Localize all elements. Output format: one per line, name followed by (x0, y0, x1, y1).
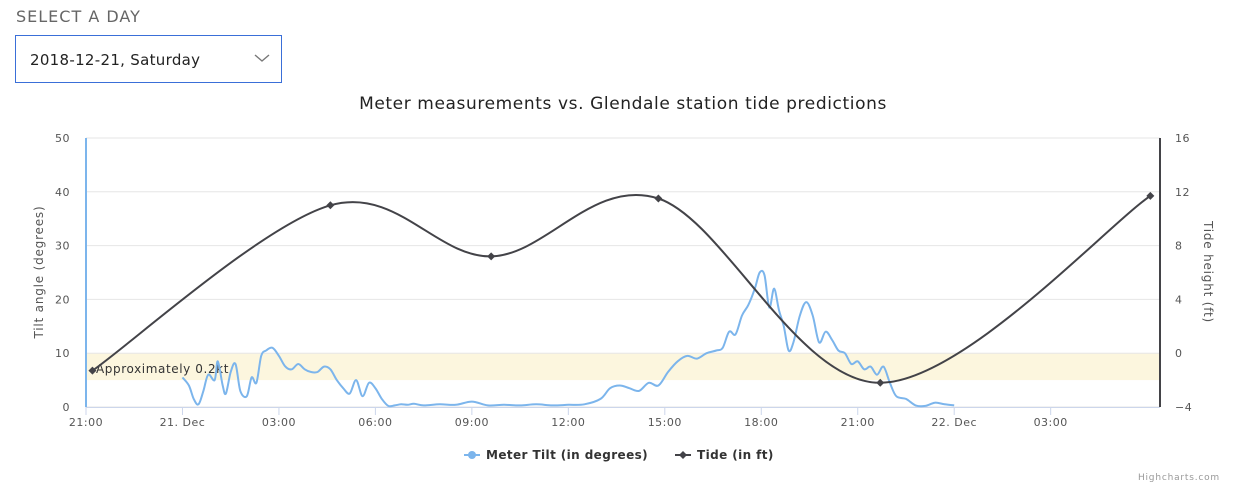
y-right-tick-label: −4 (1175, 401, 1192, 414)
plot-band-label: Approximately 0.2kt (96, 362, 229, 376)
meter-tilt-line (181, 269, 955, 408)
series-meter-tilt (181, 269, 955, 408)
x-tick-label: 03:00 (1034, 416, 1068, 429)
tide-line (91, 193, 1151, 384)
y-right-tick-label: 12 (1175, 186, 1190, 199)
y-left-tick-label: 10 (55, 347, 70, 360)
x-tick-label: 21. Dec (160, 416, 206, 429)
tide-point-marker (326, 201, 335, 210)
legend-label-meter-tilt: Meter Tilt (in degrees) (486, 448, 648, 462)
legend-marker-circle-icon (468, 451, 476, 459)
y-left-tick-label: 0 (63, 401, 71, 414)
x-tick-label: 15:00 (648, 416, 682, 429)
credits-link[interactable]: Highcharts.com (1138, 473, 1220, 483)
day-select-dropdown[interactable]: 2018-12-21, Saturday (15, 35, 282, 83)
tide-point-marker (487, 252, 496, 261)
legend-item-meter-tilt[interactable]: Meter Tilt (in degrees) (464, 448, 648, 462)
y-right-tick-label: 16 (1175, 132, 1190, 145)
legend: Meter Tilt (in degrees) Tide (in ft) (464, 448, 774, 462)
select-day-label: SELECT A DAY (16, 7, 141, 26)
y-right-tick-label: 0 (1175, 347, 1183, 360)
x-tick-label: 03:00 (262, 416, 296, 429)
y-left-tick-label: 30 (55, 240, 70, 253)
selected-day-value: 2018-12-21, Saturday (30, 51, 201, 69)
tide-point-marker (654, 194, 663, 203)
y-axis-right-title: Tide height (ft) (1201, 220, 1215, 323)
y-right-tick-label: 8 (1175, 240, 1183, 253)
x-tick-label: 06:00 (358, 416, 392, 429)
plot-band: Approximately 0.2kt (86, 353, 1160, 381)
chevron-down-icon (254, 54, 270, 62)
legend-marker-diamond-icon (679, 451, 687, 459)
y-left-tick-label: 40 (55, 186, 70, 199)
x-tick-label: 21:00 (841, 416, 875, 429)
x-tick-label: 12:00 (551, 416, 585, 429)
chart-title: Meter measurements vs. Glendale station … (359, 94, 887, 114)
x-tick-label: 21:00 (69, 416, 103, 429)
tide-point-marker (876, 378, 885, 387)
tide-point-marker (88, 366, 97, 375)
y-left-tick-label: 50 (55, 132, 70, 145)
series-tide (88, 191, 1155, 387)
tide-point-marker (1146, 191, 1155, 200)
y-left-tick-label: 20 (55, 293, 70, 306)
legend-item-tide[interactable]: Tide (in ft) (675, 448, 774, 462)
y-axis-left-title: Tilt angle (degrees) (32, 206, 46, 340)
axes: 0 10 20 30 40 50 −4 0 4 8 12 16 21:00 21. Dec 03:00 06:… (55, 132, 1192, 429)
x-tick-label: 18:00 (744, 416, 778, 429)
legend-label-tide: Tide (in ft) (697, 448, 774, 462)
y-right-tick-label: 4 (1175, 293, 1183, 306)
x-tick-label: 09:00 (455, 416, 489, 429)
x-tick-label: 22. Dec (931, 416, 977, 429)
plot-band-area (86, 353, 1160, 381)
